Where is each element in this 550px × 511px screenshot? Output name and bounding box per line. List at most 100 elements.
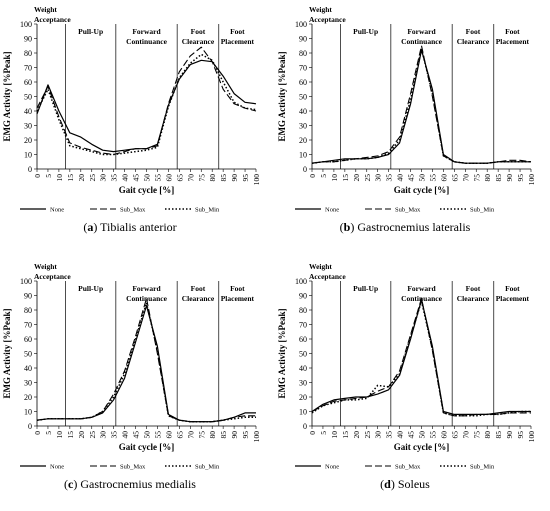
panel-caption: (c) Gastrocnemius medialis [64, 477, 196, 491]
x-tick-label: 95 [241, 174, 250, 182]
x-tick-label: 45 [132, 174, 141, 182]
phase-label: Foot [191, 284, 206, 293]
legend-label: None [50, 207, 64, 214]
phase-label: Pull-Up [78, 27, 103, 36]
x-tick-label: 25 [88, 174, 97, 182]
phase-label: Forward [132, 284, 161, 293]
y-tick-label: 100 [20, 20, 32, 29]
y-tick-label: 100 [295, 20, 307, 29]
y-tick-label: 90 [24, 35, 32, 44]
y-tick-label: 80 [24, 306, 32, 315]
x-tick-label: 5 [44, 174, 53, 178]
x-tick-label: 20 [77, 431, 86, 439]
x-tick-label: 95 [241, 431, 250, 439]
y-tick-label: 40 [299, 364, 307, 373]
y-tick-label: 50 [299, 350, 307, 359]
x-tick-label: 90 [230, 174, 239, 182]
x-tick-label: 95 [516, 174, 525, 182]
phase-label: Placement [221, 37, 255, 46]
x-tick-label: 65 [450, 431, 459, 439]
x-tick-label: 10 [55, 174, 64, 182]
y-tick-label: 0 [303, 422, 307, 431]
x-tick-label: 30 [99, 174, 108, 182]
x-tick-label: 50 [143, 431, 152, 439]
phase-label: Foot [466, 284, 481, 293]
x-tick-label: 95 [516, 431, 525, 439]
phase-label: Clearance [182, 37, 215, 46]
x-tick-label: 75 [197, 431, 206, 439]
y-tick-label: 10 [24, 151, 32, 160]
x-axis-label: Gait cycle [%] [119, 185, 174, 195]
x-tick-label: 90 [230, 431, 239, 439]
series-line-sub-min [36, 302, 256, 423]
x-tick-label: 70 [186, 431, 195, 439]
y-tick-label: 20 [299, 393, 307, 402]
panel-caption: (d) Soleus [380, 477, 430, 491]
x-tick-label: 35 [385, 174, 394, 182]
series-line-none [36, 59, 257, 153]
x-tick-label: 40 [121, 431, 130, 439]
y-tick-label: 60 [24, 78, 32, 87]
x-tick-label: 5 [44, 431, 53, 435]
series-line-sub-max [36, 297, 256, 423]
x-tick-label: 40 [396, 174, 405, 182]
y-tick-label: 90 [299, 292, 307, 301]
phase-label: Forward [407, 27, 436, 36]
phase-label: Foot [466, 27, 481, 36]
y-tick-label: 90 [24, 292, 32, 301]
y-tick-label: 40 [24, 364, 32, 373]
x-tick-label: 0 [308, 431, 317, 435]
x-tick-label: 60 [164, 431, 173, 439]
y-tick-label: 80 [299, 49, 307, 58]
series-line-sub-min [311, 47, 531, 164]
x-tick-label: 25 [363, 431, 372, 439]
phase-label: Clearance [182, 294, 215, 303]
legend-label: Sub_Min [195, 464, 220, 471]
phase-label: Placement [221, 294, 255, 303]
x-tick-label: 35 [110, 431, 119, 439]
x-tick-label: 80 [208, 431, 217, 439]
x-tick-label: 45 [132, 431, 141, 439]
x-tick-label: 100 [252, 174, 261, 186]
x-axis-label: Gait cycle [%] [119, 442, 174, 452]
series-line-sub-min [311, 300, 531, 417]
x-axis-label: Gait cycle [%] [394, 185, 449, 195]
x-tick-label: 50 [418, 174, 427, 182]
x-tick-label: 75 [472, 431, 481, 439]
x-tick-label: 25 [363, 174, 372, 182]
y-tick-label: 90 [299, 35, 307, 44]
x-tick-label: 15 [66, 174, 75, 182]
x-tick-label: 60 [164, 174, 173, 182]
y-axis-label: EMG Activity [%Peak] [2, 309, 12, 399]
y-tick-label: 10 [299, 408, 307, 417]
y-tick-label: 20 [24, 136, 32, 145]
y-tick-label: 100 [295, 277, 307, 286]
phase-label: Foot [505, 27, 520, 36]
y-tick-label: 70 [24, 321, 32, 330]
phase-label: Placement [496, 37, 530, 46]
x-tick-label: 85 [494, 174, 503, 182]
y-tick-label: 20 [24, 393, 32, 402]
series-line-sub-max [36, 46, 257, 156]
legend-label: None [325, 207, 339, 214]
y-tick-label: 0 [28, 165, 32, 174]
x-tick-label: 100 [527, 174, 536, 186]
x-tick-label: 20 [77, 174, 86, 182]
phase-label: Foot [191, 27, 206, 36]
phase-label: Foot [505, 284, 520, 293]
x-tick-label: 50 [143, 174, 152, 182]
x-tick-label: 65 [175, 174, 184, 182]
series-line-none [311, 49, 531, 164]
phase-label: Pull-Up [353, 284, 378, 293]
x-tick-label: 5 [319, 431, 328, 435]
y-tick-label: 40 [24, 107, 32, 116]
x-tick-label: 55 [428, 431, 437, 439]
y-tick-label: 40 [299, 107, 307, 116]
x-tick-label: 80 [483, 174, 492, 182]
y-tick-label: 80 [24, 49, 32, 58]
x-tick-label: 80 [208, 174, 217, 182]
x-tick-label: 90 [505, 174, 514, 182]
y-tick-label: 30 [24, 379, 32, 388]
